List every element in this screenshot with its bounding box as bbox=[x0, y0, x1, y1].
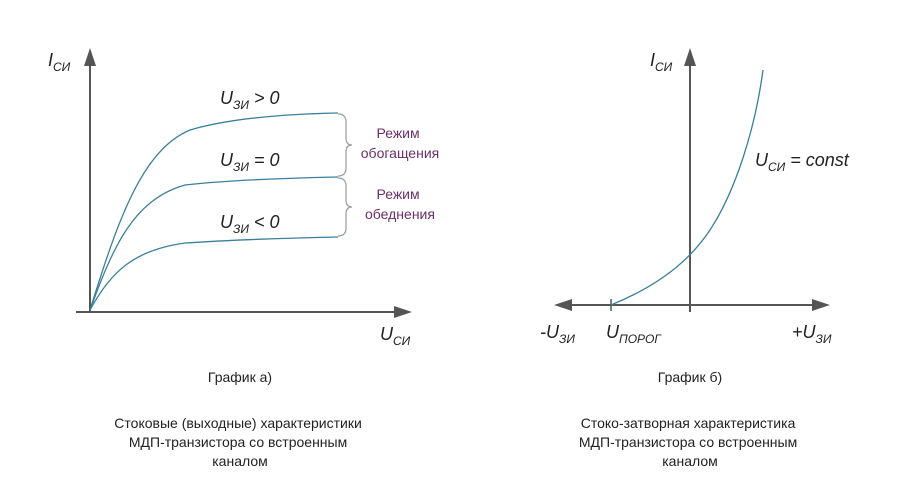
x-pos-label: +UЗИ bbox=[792, 322, 832, 346]
graph-b-label: График б) bbox=[658, 369, 722, 385]
region-enrichment: Режим обогащения bbox=[361, 125, 439, 161]
graph-a-x-label: UСИ bbox=[380, 324, 411, 348]
region-depletion: Режим обеднения bbox=[365, 186, 435, 222]
graph-a: IСИ UСИ UЗИ > 0 UЗИ = 0 UЗИ < 0 Режим об… bbox=[48, 48, 439, 469]
curve-label-const: UСИ = const bbox=[755, 150, 850, 174]
bracket-depletion bbox=[337, 177, 353, 237]
graph-a-x-arrow bbox=[394, 306, 412, 318]
graph-a-y-label: IСИ bbox=[48, 50, 71, 74]
x-neg-label: -UЗИ bbox=[540, 322, 575, 346]
graph-b-x-arrow-left bbox=[554, 299, 572, 311]
curve-ugs-negative bbox=[89, 236, 339, 311]
curve-label-zero: UЗИ = 0 bbox=[220, 150, 279, 174]
graph-a-caption: Стоковые (выходные) характеристики МДП-т… bbox=[114, 415, 365, 469]
curve-ugs-zero bbox=[89, 176, 339, 311]
graph-b: IСИ UСИ = const -UЗИ UПОРОГ +UЗИ График … bbox=[540, 48, 850, 469]
threshold-label: UПОРОГ bbox=[606, 322, 662, 346]
graph-b-caption: Стоко-затворная характеристика МДП-транз… bbox=[579, 415, 801, 469]
graph-b-x-arrow-right bbox=[812, 299, 830, 311]
graph-b-y-label: IСИ bbox=[650, 50, 673, 74]
bracket-enrichment bbox=[337, 113, 353, 177]
curve-ugs-positive bbox=[89, 112, 339, 311]
curve-label-positive: UЗИ > 0 bbox=[220, 88, 279, 112]
curve-label-negative: UЗИ < 0 bbox=[220, 212, 279, 236]
graph-b-y-arrow bbox=[684, 48, 696, 66]
transfer-curve bbox=[610, 69, 764, 306]
graph-a-y-arrow bbox=[84, 48, 96, 66]
graph-a-label: График а) bbox=[208, 369, 272, 385]
